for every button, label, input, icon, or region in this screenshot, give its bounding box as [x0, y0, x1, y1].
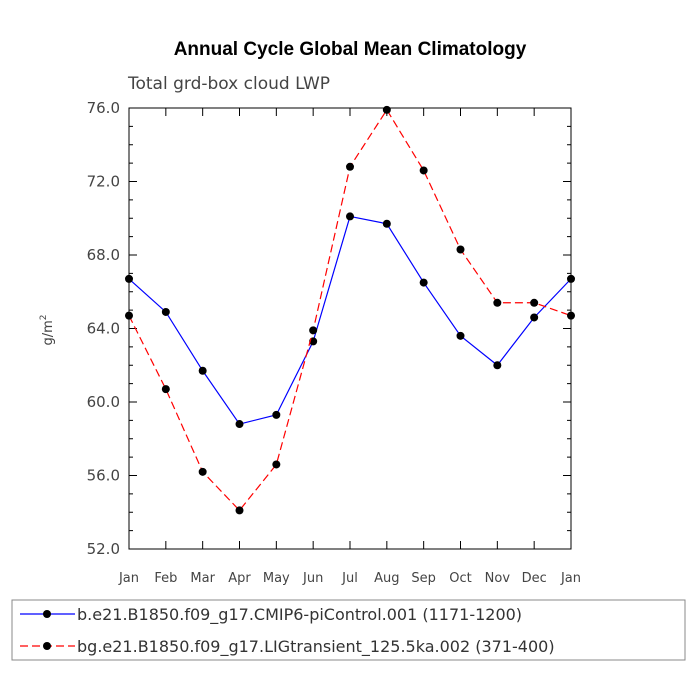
y-tick-label: 52.0 [87, 540, 120, 558]
plot-area: 52.0 56.0 60.0 64.0 68.0 72.0 76.0 Jan Feb Mar Apr… [87, 99, 581, 586]
chart-title: Annual Cycle Global Mean Climatology [174, 39, 527, 60]
series-2-point [346, 162, 354, 171]
x-tick-label: May [263, 571, 290, 586]
x-tick-label: Jan [560, 571, 581, 586]
series-2-point [272, 460, 281, 469]
y-tick-label: 68.0 [87, 246, 120, 264]
x-tick-label: Mar [190, 571, 215, 586]
series-2-point [567, 311, 575, 320]
x-tick-label: Jun [302, 571, 323, 586]
y-tick-label: 64.0 [87, 320, 120, 338]
y-tick-label: 60.0 [87, 393, 120, 411]
y-tick-label: 72.0 [87, 173, 120, 191]
x-tick-label: Apr [228, 571, 251, 586]
series-1-point [419, 278, 428, 287]
y-axis-label-superscript: 2 [39, 314, 49, 320]
series-1-line [128, 215, 572, 425]
series-2-point [161, 385, 170, 394]
plot-frame [128, 107, 572, 550]
series-1-point [235, 420, 244, 429]
series-2-point [419, 166, 428, 175]
series-1-point [530, 313, 539, 322]
x-tick-label: Jul [341, 571, 358, 586]
series-1-point [125, 274, 133, 283]
y-axis-label-base: g/m [41, 320, 56, 345]
x-tick-label: Oct [449, 571, 471, 586]
series-2-point [125, 311, 133, 320]
legend-marker-2 [43, 642, 51, 650]
series-1-point [456, 331, 465, 340]
series-1-point [161, 307, 170, 316]
legend-label-2: bg.e21.B1850.f09_g17.LIGtransient_125.5k… [77, 637, 555, 657]
x-tick-label: Jan [118, 571, 139, 586]
series-1-point [346, 212, 354, 221]
legend-label-1: b.e21.B1850.f09_g17.CMIP6-piControl.001 … [77, 605, 522, 625]
legend-box [11, 599, 686, 661]
x-tick-label: Feb [154, 571, 177, 586]
series-2-point [198, 467, 207, 476]
legend-marker-1 [43, 610, 51, 618]
series-1-point [567, 274, 575, 283]
y-tick-label: 56.0 [87, 467, 120, 485]
series-2-point [493, 298, 502, 307]
x-tick-label: Nov [485, 571, 511, 586]
x-tick-label: Dec [522, 571, 547, 586]
x-tick-label: Aug [374, 571, 399, 586]
series-2-point [530, 298, 539, 307]
y-tick-label: 76.0 [87, 99, 120, 117]
series-2-point [382, 105, 391, 114]
series-1-point [493, 361, 502, 370]
series-1-point [198, 366, 207, 375]
y-axis-label: g/m2 [39, 314, 56, 345]
series-2-point [309, 326, 318, 335]
legend: b.e21.B1850.f09_g17.CMIP6-piControl.001 … [11, 599, 686, 661]
series-2-point [235, 506, 244, 515]
series-1-point [382, 219, 391, 228]
chart-subtitle: Total grd-box cloud LWP [127, 74, 330, 94]
series-1-point [272, 410, 281, 419]
x-tick-label: Sep [411, 571, 436, 586]
series-2-point [456, 245, 465, 254]
